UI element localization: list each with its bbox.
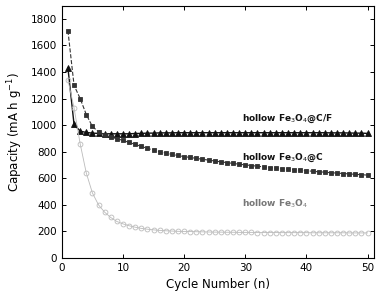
Text: hollow Fe$_3$O$_4$: hollow Fe$_3$O$_4$ [242,197,309,210]
Y-axis label: Capacity (mA h g$^{-1}$): Capacity (mA h g$^{-1}$) [6,72,25,192]
X-axis label: Cycle Number (n): Cycle Number (n) [166,279,270,291]
Text: hollow Fe$_3$O$_4$@C/F: hollow Fe$_3$O$_4$@C/F [242,112,334,125]
Text: hollow Fe$_3$O$_4$@C: hollow Fe$_3$O$_4$@C [242,151,324,164]
